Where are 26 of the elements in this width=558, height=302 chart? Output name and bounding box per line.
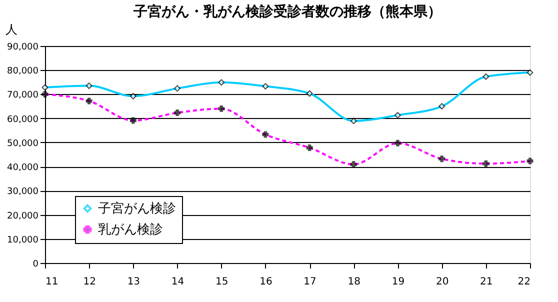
y-tick-label: 0	[32, 260, 39, 270]
x-tick-label: 14	[171, 276, 184, 288]
y-tick-label: 90,000	[7, 42, 39, 52]
y-tick-label: 60,000	[7, 114, 39, 125]
x-tick-label: 15	[215, 276, 228, 288]
x-tick-label: 19	[392, 276, 405, 288]
x-tick-label: 21	[480, 276, 493, 288]
y-axis-title: 人	[6, 22, 18, 36]
x-tick-label: 12	[83, 276, 96, 288]
legend-label: 子宮がん検診	[98, 200, 176, 216]
y-tick-label: 40,000	[7, 163, 39, 174]
x-tick-label: 18	[348, 276, 361, 288]
x-tick-label: 11	[46, 276, 58, 288]
x-tick-label: 17	[304, 276, 316, 288]
y-tick-label: 50,000	[7, 138, 39, 149]
x-tick-label: 13	[127, 276, 140, 288]
x-tick-label: 22	[518, 276, 530, 288]
y-tick-label: 70,000	[7, 90, 39, 101]
x-tick-label: 16	[260, 276, 272, 288]
chart-title: 子宮がん・乳がん検診受診者数の推移（熊本県）	[132, 3, 442, 20]
x-tick-label: 20	[436, 276, 449, 288]
y-tick-label: 20,000	[7, 211, 39, 222]
legend-label: 乳がん検診	[98, 222, 163, 238]
y-tick-label: 80,000	[7, 66, 39, 77]
y-tick-label: 30,000	[7, 187, 39, 198]
y-tick-label: 10,000	[7, 235, 39, 246]
